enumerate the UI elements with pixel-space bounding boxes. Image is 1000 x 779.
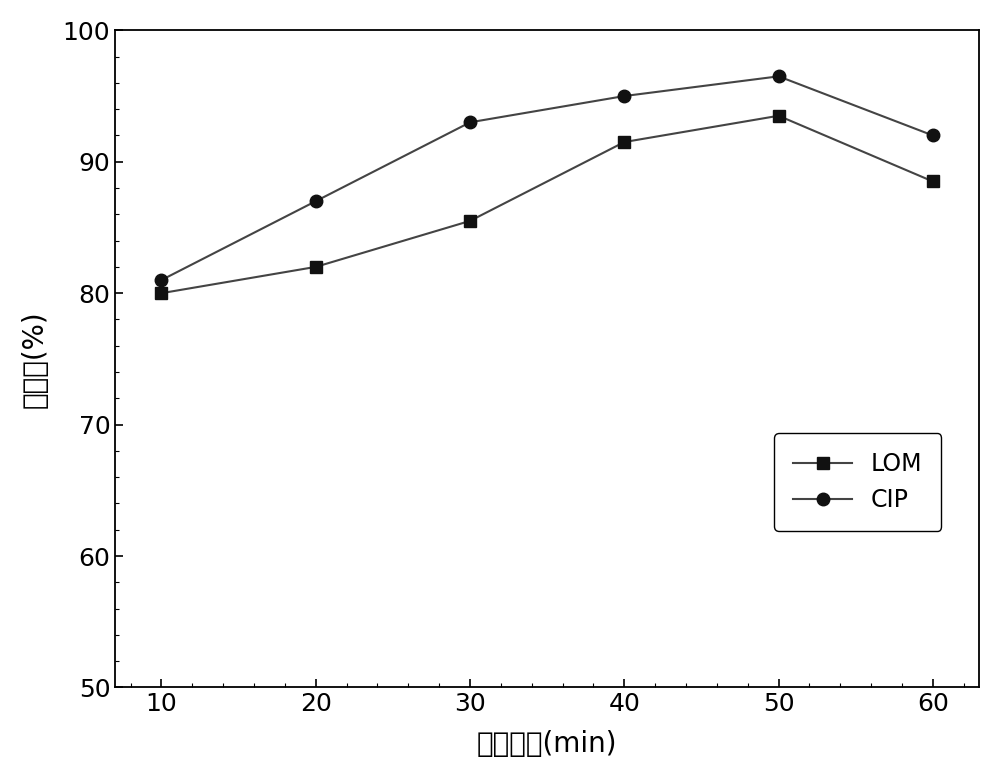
LOM	[618, 137, 630, 146]
LOM	[927, 177, 939, 186]
CIP	[464, 118, 476, 127]
LOM	[773, 111, 785, 121]
Y-axis label: 浮选率(%): 浮选率(%)	[21, 310, 49, 407]
CIP	[618, 91, 630, 100]
X-axis label: 浮选时间(min): 浮选时间(min)	[477, 730, 617, 758]
CIP	[310, 196, 322, 206]
Legend: LOM, CIP: LOM, CIP	[774, 433, 941, 531]
CIP	[773, 72, 785, 81]
LOM	[310, 263, 322, 272]
CIP	[155, 275, 167, 284]
Line: LOM: LOM	[155, 110, 939, 299]
CIP	[927, 131, 939, 140]
LOM	[464, 217, 476, 226]
Line: CIP: CIP	[155, 70, 939, 286]
LOM	[155, 288, 167, 298]
